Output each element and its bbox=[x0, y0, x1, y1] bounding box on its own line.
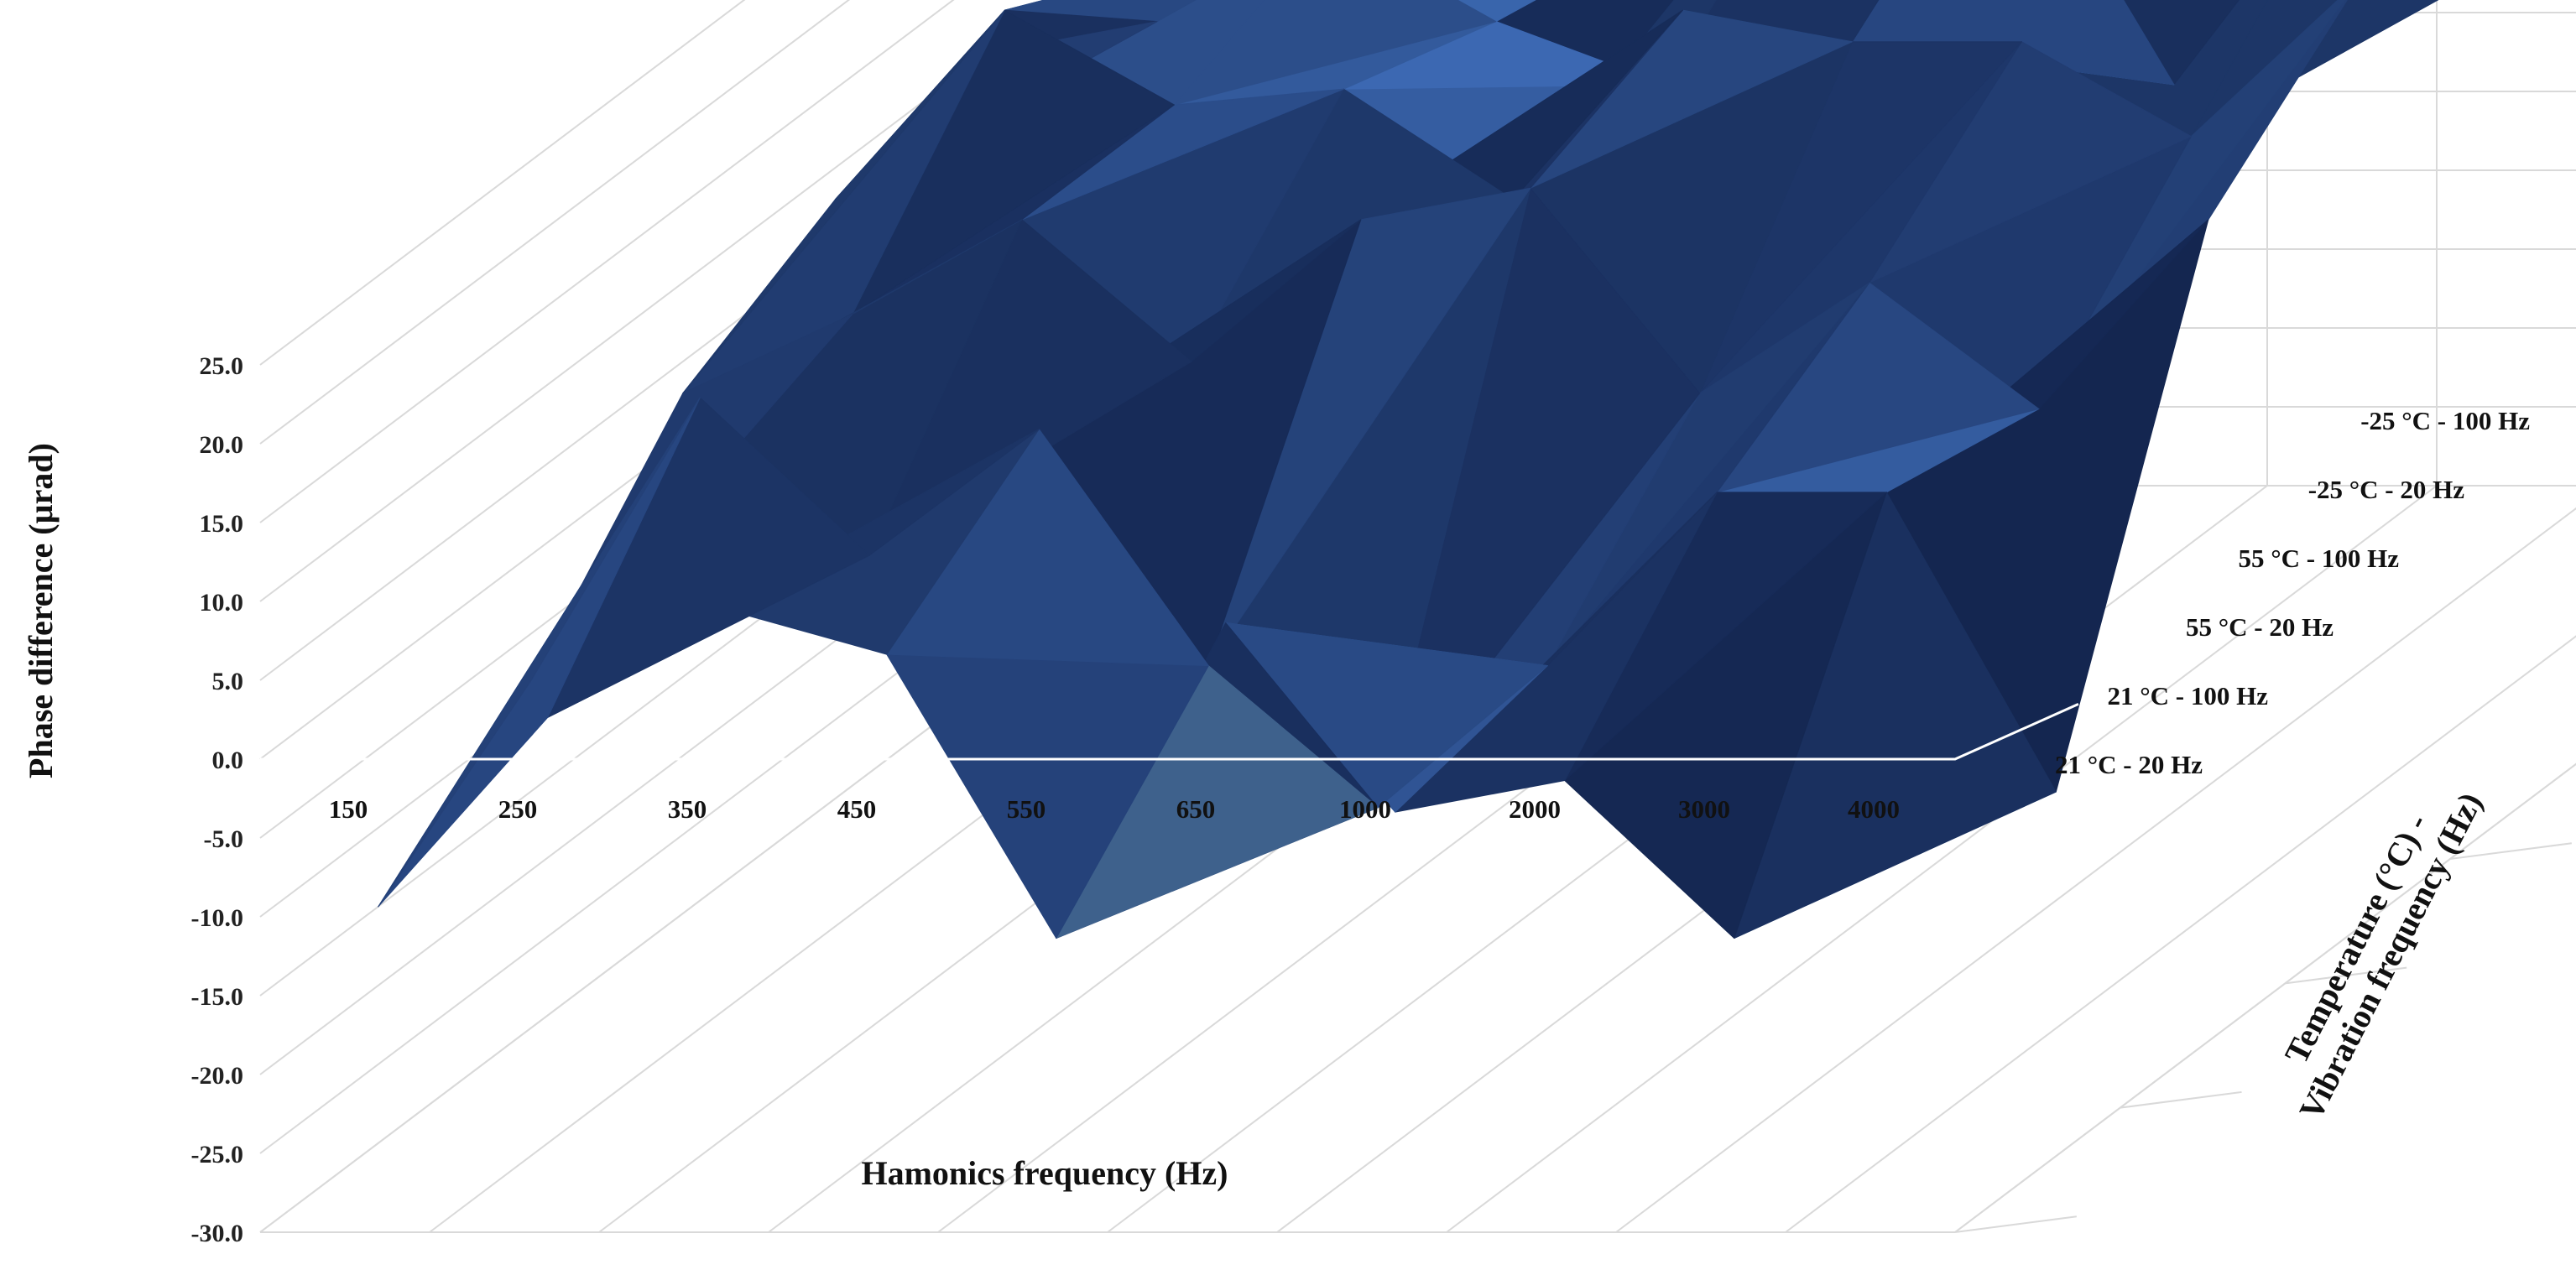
depth-axis-ticks: 21 °C - 20 Hz 21 °C - 100 Hz 55 °C - 20 Hz… bbox=[2055, 406, 2530, 779]
y-tick-label: 10.0 bbox=[200, 589, 244, 617]
series-label: 21 °C - 20 Hz bbox=[2055, 750, 2203, 779]
grid-line-y bbox=[259, 0, 1164, 681]
series-label: 21 °C - 100 Hz bbox=[2108, 681, 2269, 710]
grid-line-y bbox=[259, 0, 1060, 602]
x-tick-label: 550 bbox=[1007, 794, 1046, 824]
grid-line-y bbox=[259, 0, 851, 445]
y-axis-title: Phase difference (µrad) bbox=[22, 443, 60, 778]
grid-line-depth bbox=[1615, 507, 2576, 1233]
y-tick-label: -10.0 bbox=[191, 904, 244, 932]
x-tick-label: 250 bbox=[498, 794, 538, 824]
grid-line-series bbox=[2449, 842, 2572, 860]
x-tick-label: 150 bbox=[329, 794, 368, 824]
series-label: 55 °C - 20 Hz bbox=[2186, 612, 2334, 642]
grid-line-series bbox=[1954, 1215, 2077, 1233]
y-tick-label: 15.0 bbox=[200, 510, 244, 538]
grid-line-y bbox=[259, 0, 746, 366]
depth-axis-title: Temperature (°C) -Vibration frequency (H… bbox=[2257, 769, 2490, 1126]
series-label: 55 °C - 100 Hz bbox=[2239, 544, 2400, 573]
series-label: -25 °C - 20 Hz bbox=[2308, 475, 2465, 504]
x-tick-label: 2000 bbox=[1509, 794, 1561, 824]
series-label: -25 °C - 100 Hz bbox=[2360, 406, 2530, 435]
x-tick-label: 650 bbox=[1176, 794, 1216, 824]
y-tick-label: -20.0 bbox=[191, 1062, 244, 1090]
x-tick-label: 350 bbox=[668, 794, 707, 824]
y-tick-label: -15.0 bbox=[191, 983, 244, 1011]
x-axis-title: Hamonics frequency (Hz) bbox=[862, 1154, 1228, 1192]
x-axis-ticks: 150 250 350 450 550 650 1000 2000 3000 4000 bbox=[329, 794, 1900, 824]
surface-facet bbox=[682, 9, 1005, 394]
y-tick-label: -25.0 bbox=[191, 1141, 244, 1168]
grid-line-series bbox=[2285, 966, 2407, 985]
y-tick-label: 20.0 bbox=[200, 431, 244, 459]
x-tick-label: 450 bbox=[837, 794, 877, 824]
y-tick-label: -5.0 bbox=[204, 825, 244, 853]
surface-plot bbox=[378, 0, 2439, 939]
zero-plane-outline bbox=[260, 703, 2079, 761]
surface-facet bbox=[1456, 0, 1536, 23]
y-axis-ticks: 25.0 20.0 15.0 10.0 5.0 0.0 -5.0 -10.0 -15.0 -20.… bbox=[191, 352, 244, 1247]
y-tick-label: 5.0 bbox=[212, 668, 244, 695]
grid-line-depth bbox=[1446, 485, 2438, 1233]
zero-plane-line bbox=[260, 703, 2079, 761]
y-tick-label: -30.0 bbox=[191, 1220, 244, 1247]
y-tick-label: 25.0 bbox=[200, 352, 244, 380]
grid-line-y bbox=[259, 0, 955, 523]
x-tick-label: 3000 bbox=[1678, 794, 1730, 824]
grid-line-depth bbox=[1785, 635, 2576, 1233]
y-tick-label: 0.0 bbox=[212, 747, 244, 774]
grid-line-series bbox=[2120, 1090, 2242, 1109]
surface-facet bbox=[378, 397, 701, 908]
x-tick-label: 1000 bbox=[1339, 794, 1391, 824]
x-tick-label: 4000 bbox=[1848, 794, 1900, 824]
